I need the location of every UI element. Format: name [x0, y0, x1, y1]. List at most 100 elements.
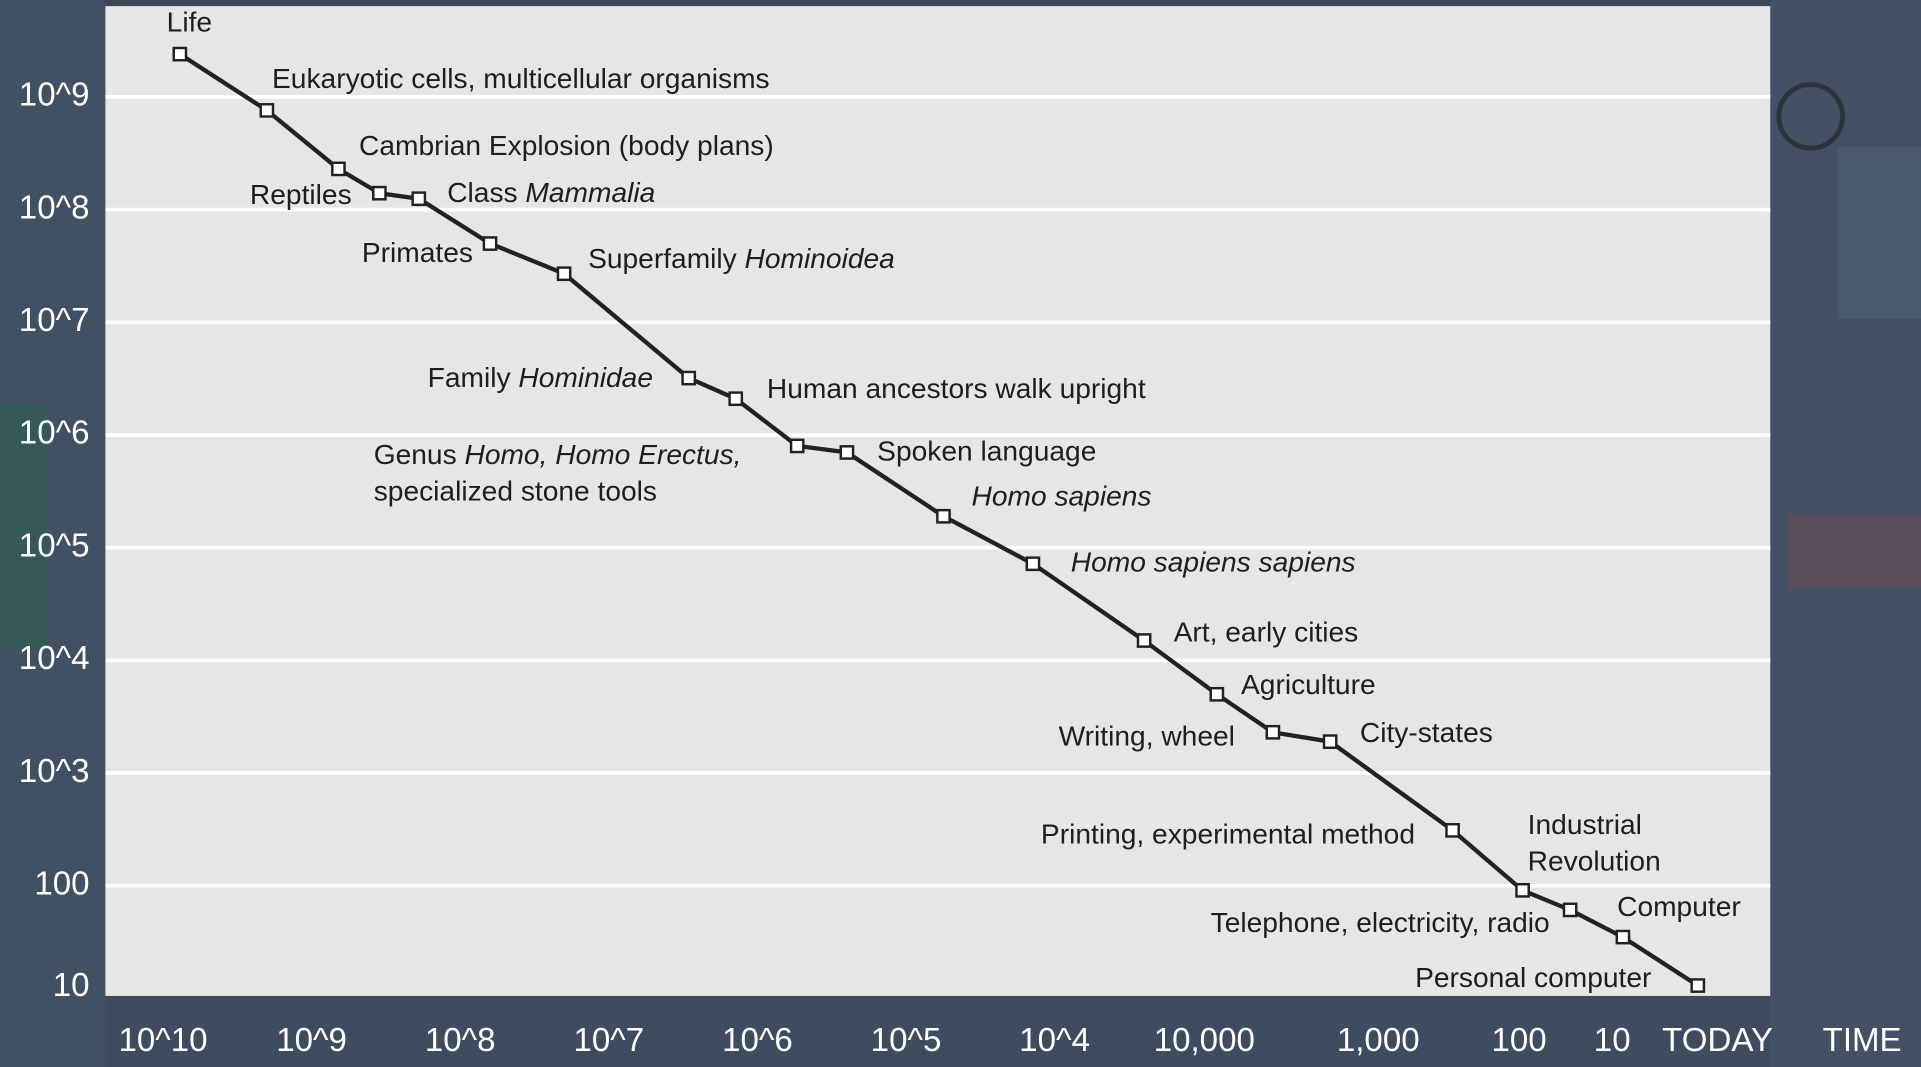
- event-marker: [556, 266, 572, 282]
- x-axis-label: TIME: [1823, 1022, 1902, 1059]
- event-label: Genus Homo, Homo Erectus,: [374, 438, 742, 470]
- event-marker: [1690, 978, 1706, 993]
- event-label-part: Class: [447, 176, 525, 208]
- y-tick-label: 10^4: [19, 640, 90, 677]
- event-label: Writing, wheel: [1059, 720, 1235, 752]
- event-label-part: Homo sapiens: [972, 480, 1152, 512]
- event-label: City-states: [1360, 716, 1493, 748]
- event-label: specialized stone tools: [374, 475, 657, 507]
- event-label: Homo sapiens: [972, 480, 1152, 512]
- plot-area: [105, 6, 1771, 996]
- event-label-part: Art, early cities: [1174, 616, 1359, 648]
- event-label: Human ancestors walk upright: [767, 372, 1146, 404]
- event-label: Spoken language: [877, 435, 1096, 467]
- event-marker: [1209, 686, 1225, 702]
- x-tick-label: 1,000: [1337, 1022, 1420, 1059]
- x-tick-label: 10^8: [425, 1022, 496, 1059]
- event-marker: [372, 185, 387, 201]
- event-label: Industrial: [1528, 808, 1642, 840]
- event-marker: [172, 46, 188, 62]
- event-marker: [1562, 902, 1578, 918]
- event-label-part: Spoken language: [877, 435, 1096, 467]
- event-label-part: Cambrian Explosion (body plans): [359, 130, 774, 162]
- y-tick-label: 10^7: [19, 302, 90, 339]
- event-marker: [331, 161, 346, 177]
- y-tick-label: 10^5: [19, 527, 90, 564]
- event-marker: [1445, 823, 1460, 838]
- y-tick-label: 10^9: [19, 77, 90, 114]
- event-label: Cambrian Explosion (body plans): [359, 130, 774, 162]
- event-label: Primates: [362, 236, 473, 268]
- event-marker: [936, 508, 951, 524]
- event-marker: [1515, 882, 1530, 898]
- event-label: Telephone, electricity, radio: [1211, 906, 1550, 938]
- x-tick-label: TODAY: [1662, 1022, 1773, 1059]
- event-marker: [681, 370, 697, 386]
- y-tick-label: 10^6: [19, 415, 90, 452]
- event-label-part: Homo sapiens sapiens: [1071, 546, 1356, 578]
- event-label-part: Human ancestors walk upright: [767, 372, 1146, 404]
- event-marker: [839, 445, 855, 460]
- event-label: Art, early cities: [1174, 616, 1359, 648]
- y-tick-label: 10^3: [19, 753, 90, 790]
- event-label: Revolution: [1528, 845, 1661, 877]
- event-label: Class Mammalia: [447, 176, 655, 208]
- y-tick-label: 100: [34, 865, 89, 902]
- event-label-part: Revolution: [1528, 845, 1661, 877]
- event-label-part: Agriculture: [1241, 669, 1376, 701]
- event-label-part: Life: [167, 6, 212, 38]
- event-label-part: Computer: [1617, 890, 1741, 922]
- event-label-part: Genus: [374, 438, 465, 470]
- event-marker: [728, 391, 744, 407]
- event-label-part: Eukaryotic cells, multicellular organism…: [272, 62, 770, 94]
- x-tick-label: 10^4: [1019, 1022, 1090, 1059]
- event-label: Printing, experimental method: [1041, 818, 1415, 850]
- event-label: Superfamily Hominoidea: [588, 242, 895, 274]
- x-tick-label: 10^7: [573, 1022, 644, 1059]
- event-marker: [259, 103, 275, 118]
- event-label-part: Homo, Homo Erectus,: [464, 438, 741, 470]
- event-label-part: City-states: [1360, 716, 1493, 748]
- timeline-line: [178, 52, 1700, 988]
- x-tick-label: 10^6: [722, 1022, 793, 1059]
- event-label: Computer: [1617, 890, 1741, 922]
- x-tick-label: 10,000: [1154, 1022, 1255, 1059]
- event-label-part: Printing, experimental method: [1041, 818, 1415, 850]
- event-marker: [1136, 633, 1152, 648]
- event-label: Life: [167, 6, 212, 38]
- event-label-part: Personal computer: [1415, 961, 1651, 993]
- event-label: Reptiles: [250, 179, 352, 211]
- event-label-part: Industrial: [1528, 808, 1642, 840]
- x-tick-label: 10: [1594, 1022, 1631, 1059]
- x-tick-label: 10^10: [118, 1022, 207, 1059]
- event-label: Family Hominidae: [428, 361, 653, 393]
- x-tick-label: 100: [1492, 1022, 1547, 1059]
- event-marker: [411, 191, 427, 207]
- event-label-part: Primates: [362, 236, 473, 268]
- event-label: Homo sapiens sapiens: [1071, 546, 1356, 578]
- event-label-part: Hominoidea: [745, 242, 895, 274]
- event-label-part: Hominidae: [518, 361, 653, 393]
- event-label-part: specialized stone tools: [374, 475, 657, 507]
- event-label-part: Superfamily: [588, 242, 744, 274]
- event-marker: [1615, 929, 1631, 945]
- event-label: Agriculture: [1241, 669, 1376, 701]
- event-marker: [1265, 724, 1281, 740]
- event-label-part: Reptiles: [250, 179, 352, 211]
- event-label-part: Mammalia: [525, 176, 655, 208]
- event-label: Personal computer: [1415, 961, 1651, 993]
- x-tick-label: 10^9: [276, 1022, 347, 1059]
- y-tick-label: 10^8: [19, 189, 90, 226]
- event-label-part: Telephone, electricity, radio: [1211, 906, 1550, 938]
- x-tick-label: 10^5: [871, 1022, 942, 1059]
- event-label-part: Writing, wheel: [1059, 720, 1235, 752]
- y-tick-label: 10: [53, 967, 90, 1004]
- event-label-part: Family: [428, 361, 519, 393]
- event-label: Eukaryotic cells, multicellular organism…: [272, 62, 770, 94]
- event-marker: [1322, 734, 1338, 749]
- event-marker: [789, 438, 805, 454]
- event-marker: [482, 236, 498, 251]
